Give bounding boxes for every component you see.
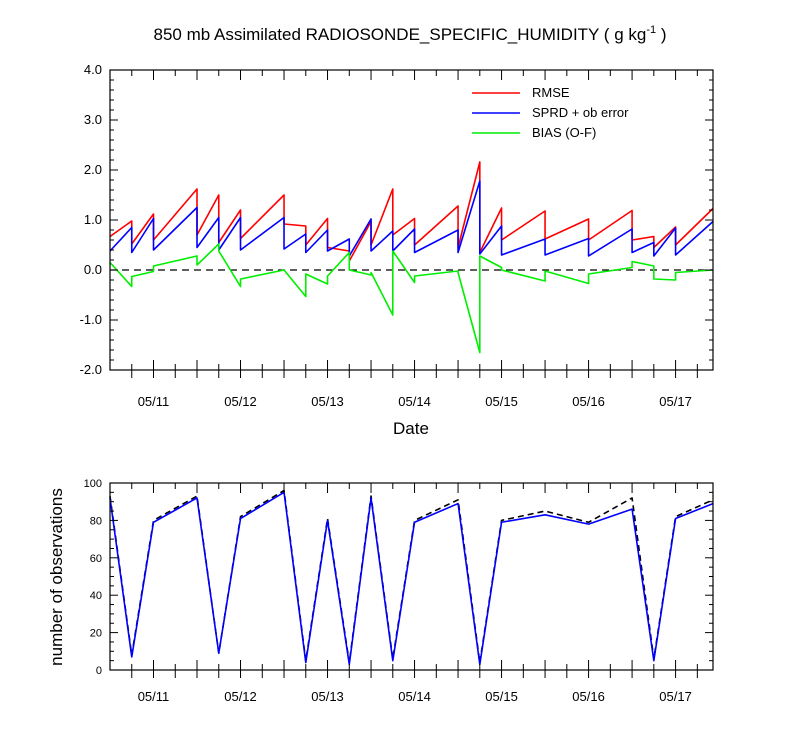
x-tick-label: 05/14 <box>398 394 431 409</box>
series-line-bias-o-f <box>109 243 714 354</box>
x-tick-label: 05/13 <box>311 689 344 704</box>
series-line-sprd-ob-error <box>109 180 714 257</box>
x-tick-label: 05/17 <box>659 689 692 704</box>
top-panel: -2.0 -1.0 0.0 1.0 2.0 3.0 4.0 05/11 05/12 05/13 0… <box>80 62 714 438</box>
y-tick-label: 0.0 <box>84 262 102 277</box>
series-line-rmse <box>109 161 714 262</box>
y-tick-label: 80 <box>90 515 102 527</box>
top-series-group <box>109 161 714 354</box>
chart-title: 850 mb Assimilated RADIOSONDE_SPECIFIC_H… <box>154 24 667 44</box>
y-tick-label: 1.0 <box>84 212 102 227</box>
y-tick-label: -2.0 <box>80 362 102 377</box>
y-tick-label: 40 <box>90 590 102 602</box>
legend: RMSE SPRD + ob error BIAS (O-F) <box>472 85 629 140</box>
y-tick-label: 20 <box>90 628 102 640</box>
top-plot-frame <box>109 69 714 371</box>
title-close: ) <box>656 25 666 44</box>
x-tick-label: 05/13 <box>311 394 344 409</box>
series-line-assimilated <box>109 491 714 666</box>
y-tick-label: 100 <box>84 478 102 490</box>
legend-label-rmse: RMSE <box>532 85 570 100</box>
x-tick-label: 05/11 <box>138 394 170 409</box>
x-tick-label: 05/12 <box>224 394 257 409</box>
y-tick-label: 0 <box>96 665 102 677</box>
legend-label-bias: BIAS (O-F) <box>532 125 596 140</box>
x-tick-label: 05/17 <box>659 394 692 409</box>
x-tick-label: 05/12 <box>224 689 257 704</box>
x-tick-label: 05/15 <box>485 394 518 409</box>
x-tick-label: 05/16 <box>572 689 605 704</box>
y-axis-title-observations: number of observations <box>47 488 66 666</box>
y-tick-label: 60 <box>90 553 102 565</box>
x-tick-label: 05/15 <box>485 689 518 704</box>
bottom-plot-frame <box>109 482 714 671</box>
y-tick-label: 2.0 <box>84 162 102 177</box>
y-tick-label: 4.0 <box>84 62 102 77</box>
y-tick-label: 3.0 <box>84 112 102 127</box>
x-tick-label: 05/14 <box>398 689 431 704</box>
bottom-series-group <box>109 489 714 666</box>
title-exponent: -1 <box>646 24 656 36</box>
x-axis-title: Date <box>393 419 429 438</box>
x-tick-label: 05/16 <box>572 394 605 409</box>
legend-label-sprd: SPRD + ob error <box>532 105 629 120</box>
series-line-possible <box>109 489 714 664</box>
y-tick-label: -1.0 <box>80 312 102 327</box>
bottom-panel: 0 20 40 60 80 100 05/11 05/12 05/13 05/14 05/15 05… <box>47 478 714 704</box>
x-tick-label: 05/11 <box>138 689 170 704</box>
